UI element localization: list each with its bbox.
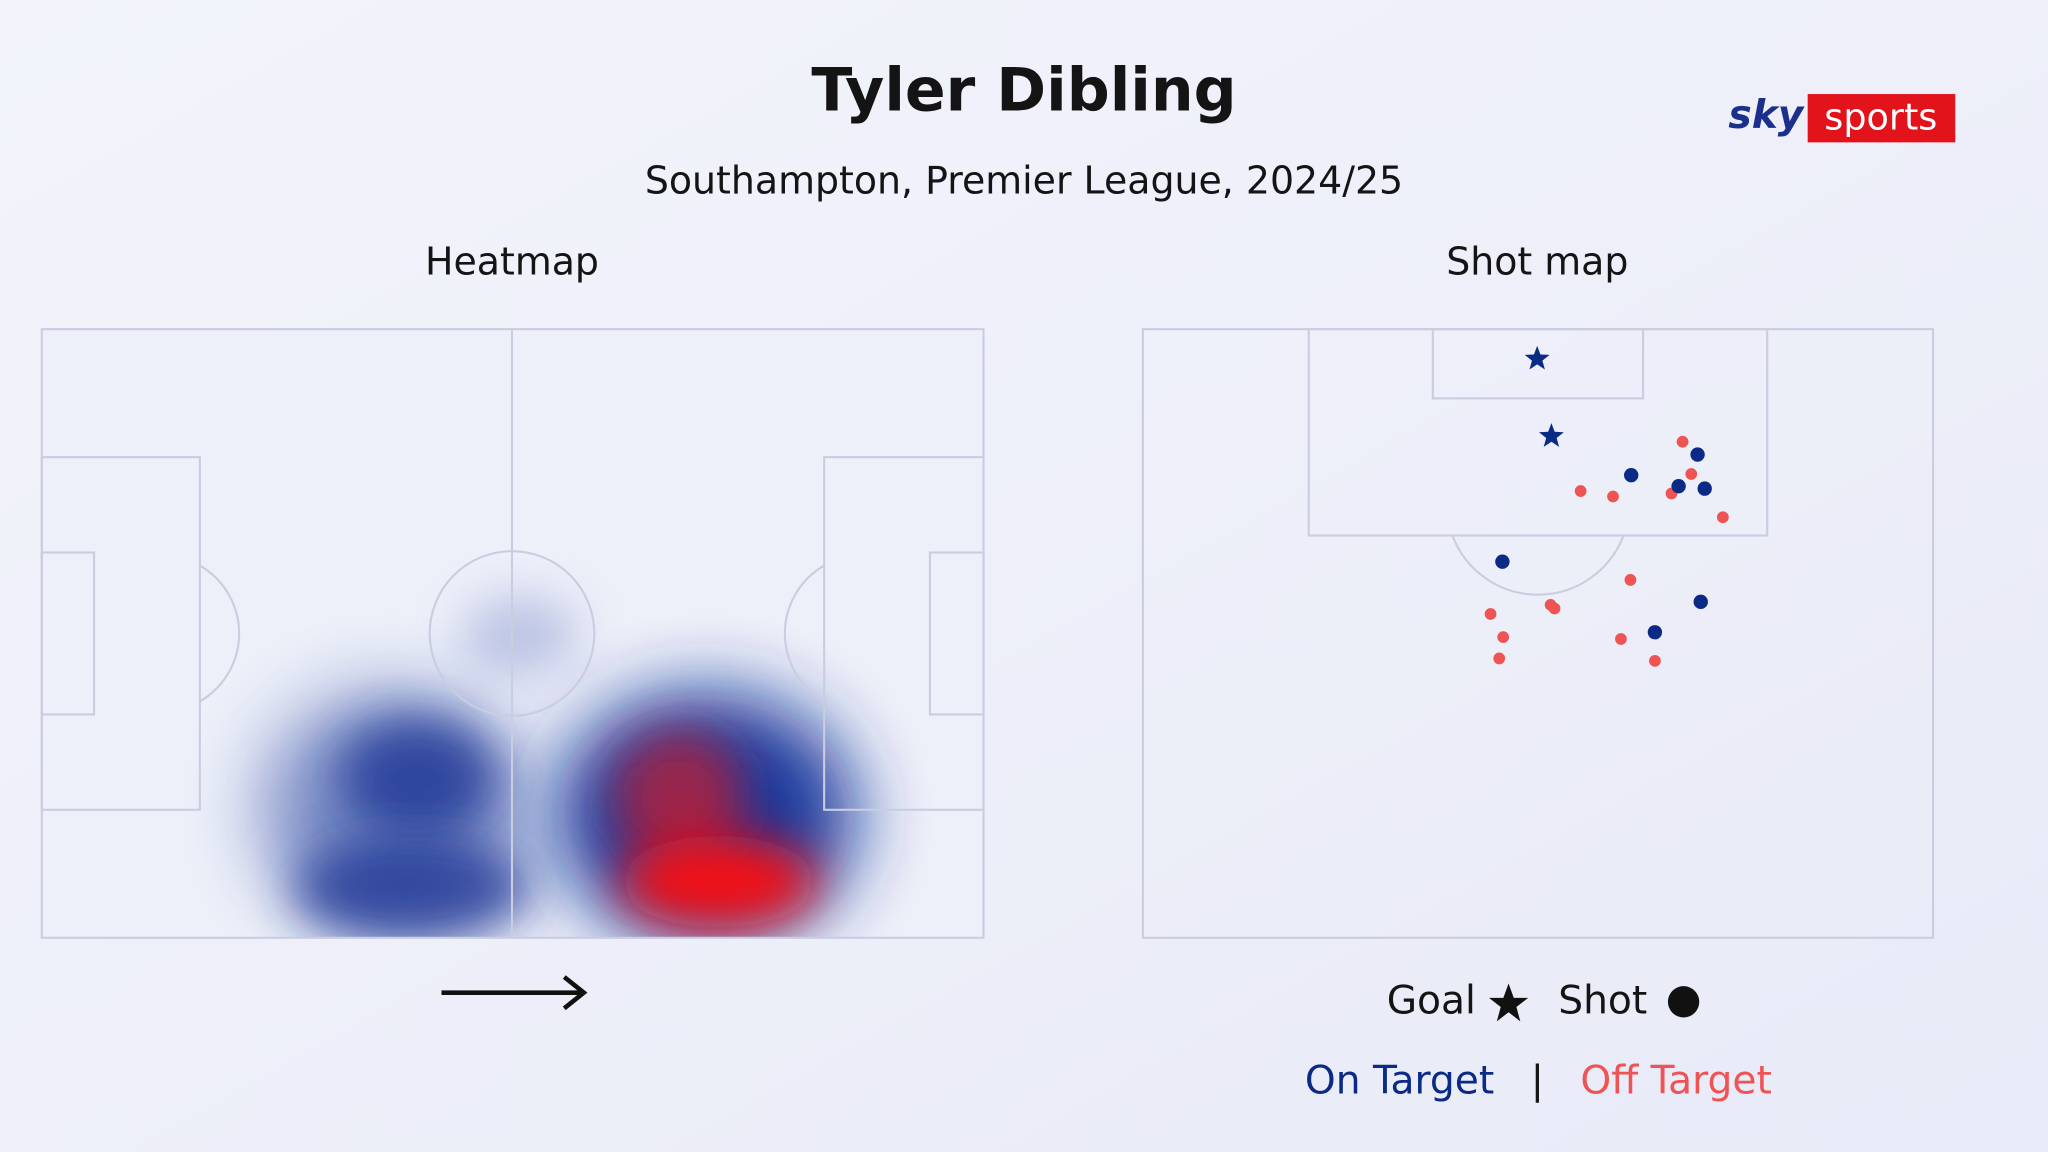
six-yard-box [1431,328,1645,400]
shot [1574,485,1587,497]
shot [1685,468,1698,480]
goal [1539,423,1564,447]
penalty-arc [783,564,825,703]
shot [1671,478,1686,494]
heat-blob [461,596,579,676]
six-yard-box [928,551,985,716]
shot [1484,608,1497,620]
heatmap-title: Heatmap [425,239,599,283]
legend-on-target: On Target [1305,1058,1494,1103]
heat [261,596,856,938]
shot [1615,633,1627,645]
legend-off-target: Off Target [1580,1058,1771,1103]
shot [1676,435,1689,448]
direction-arrow [441,975,588,1011]
shot [1693,594,1708,610]
legend-star [1488,983,1529,1022]
legend-separator: | [1531,1058,1544,1103]
logo: sky sports [1728,93,1956,143]
heat-blob [293,835,529,938]
goal [1524,345,1550,370]
heat-blob [620,835,817,928]
shot [1607,490,1619,503]
logo-sky: sky [1728,93,1804,138]
heatmap [40,328,985,939]
subtitle: Southampton, Premier League, 2024/25 [645,158,1403,202]
penalty-arc [199,564,241,703]
six-yard-box [40,551,96,716]
shot [1649,654,1661,667]
title: Tyler Dibling [811,56,1236,126]
logo-sports: sports [1824,95,1937,138]
shot [1697,481,1712,496]
shot [1497,631,1510,643]
shot [1493,652,1506,665]
penalty-arc [1451,535,1625,596]
legend-goal: Goal [1387,979,1476,1024]
shot [1624,574,1637,586]
centre-circle [428,550,596,717]
shot [1716,511,1729,524]
legend: Goal Shot On Target | Off Target [1305,979,1772,1104]
shot [1548,602,1561,615]
logo-box [1807,94,1956,143]
heat-blob [613,731,745,863]
legend-shot: Shot [1558,979,1647,1024]
shot [1624,468,1639,483]
legend-dot [1667,986,1700,1018]
shotmap-title: Shot map [1446,239,1628,283]
shot [1647,625,1663,640]
shot [1495,554,1510,569]
shot [1690,447,1705,462]
heat-blob [339,718,497,836]
shotmap [1141,328,1935,939]
